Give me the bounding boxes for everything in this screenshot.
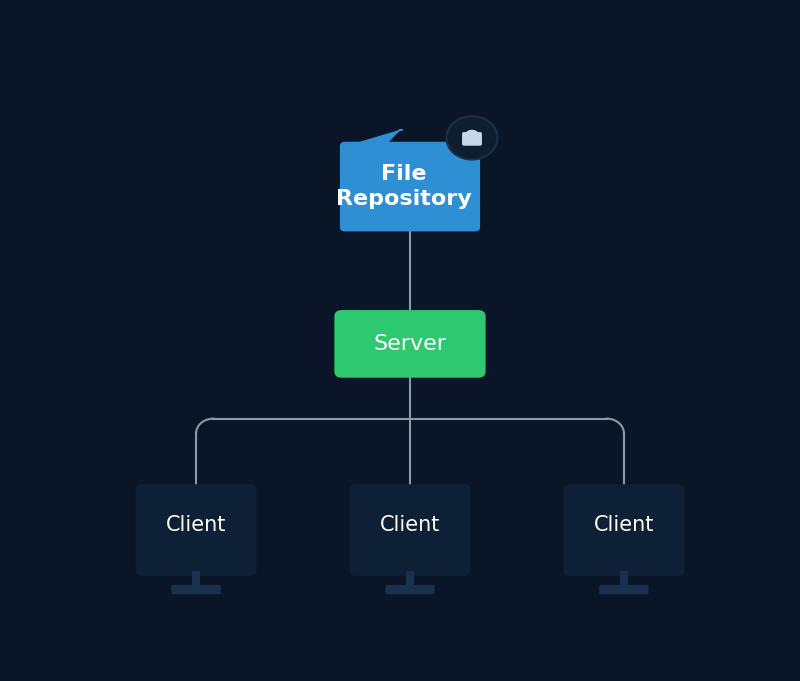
Bar [620,571,628,586]
Text: Server: Server [374,334,446,354]
FancyBboxPatch shape [136,484,257,576]
FancyBboxPatch shape [599,585,649,595]
FancyBboxPatch shape [340,142,480,232]
FancyBboxPatch shape [350,484,470,576]
Circle shape [446,116,498,160]
Text: Client: Client [166,515,226,535]
FancyBboxPatch shape [563,484,684,576]
Text: File
Repository: File Repository [336,164,472,209]
Bar [192,571,200,586]
Polygon shape [348,143,402,148]
Text: Client: Client [594,515,654,535]
FancyBboxPatch shape [334,310,486,378]
FancyBboxPatch shape [171,585,221,595]
FancyBboxPatch shape [386,585,434,595]
FancyBboxPatch shape [462,132,482,146]
Bar [406,571,414,586]
Text: Client: Client [380,515,440,535]
Circle shape [449,118,495,158]
Polygon shape [348,129,402,146]
